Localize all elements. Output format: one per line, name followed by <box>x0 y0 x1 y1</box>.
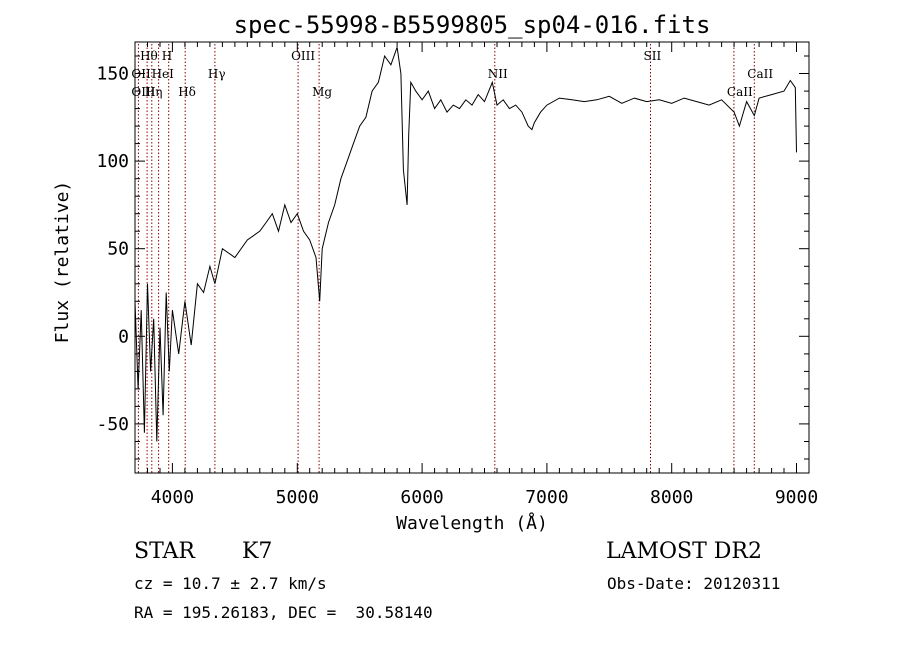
x-tick-label: 6000 <box>400 487 443 508</box>
spectral-line-label: Mg <box>312 85 332 99</box>
spectral-line-label: HeI <box>152 67 175 81</box>
spectral-line-label: Hη <box>145 85 163 99</box>
y-tick-label: 150 <box>96 64 129 85</box>
y-tick-label: 100 <box>96 151 129 172</box>
spectrum-line <box>134 47 797 442</box>
x-tick-label: 4000 <box>151 487 194 508</box>
spectral-line-label: Hθ <box>140 49 158 63</box>
spectral-line-label: OIII <box>291 49 315 63</box>
survey-name: LAMOST DR2 <box>606 539 762 564</box>
line-marker-group <box>137 44 755 473</box>
spectral-line-label: SII <box>644 49 662 63</box>
y-axis: -50 0 50 100 150 <box>96 55 809 460</box>
y-tick-label: -50 <box>96 414 129 435</box>
y-tick-label: 0 <box>118 326 129 347</box>
spectral-line-label: CaII <box>747 67 773 81</box>
object-class: STAR <box>134 539 195 564</box>
object-subclass: K7 <box>242 539 273 564</box>
chart-title: spec-55998-B5599805_sp04-016.fits <box>234 11 711 39</box>
spectral-line-label: Hγ <box>208 67 226 81</box>
x-axis: 4000 5000 6000 7000 8000 9000 <box>134 42 818 508</box>
x-axis-label: Wavelength (Å) <box>396 512 548 534</box>
spectral-line-label: NII <box>488 67 508 81</box>
spectral-line-label: OIII <box>131 85 155 99</box>
x-tick-label: 8000 <box>650 487 693 508</box>
spectral-line-label: Hδ <box>178 85 196 99</box>
plot-frame <box>134 41 810 474</box>
x-tick-label: 5000 <box>276 487 319 508</box>
spectral-line-label: CaII <box>727 85 753 99</box>
redshift-velocity: cz = 10.7 ± 2.7 km/s <box>134 574 327 593</box>
x-tick-label: 9000 <box>775 487 818 508</box>
y-tick-label: 50 <box>107 239 129 260</box>
y-axis-label: Flux (relative) <box>52 181 73 344</box>
coordinates: RA = 195.26183, DEC = 30.58140 <box>134 603 433 622</box>
observation-date: Obs-Date: 20120311 <box>607 574 781 593</box>
x-tick-label: 7000 <box>525 487 568 508</box>
spectral-line-label: H <box>162 49 172 63</box>
